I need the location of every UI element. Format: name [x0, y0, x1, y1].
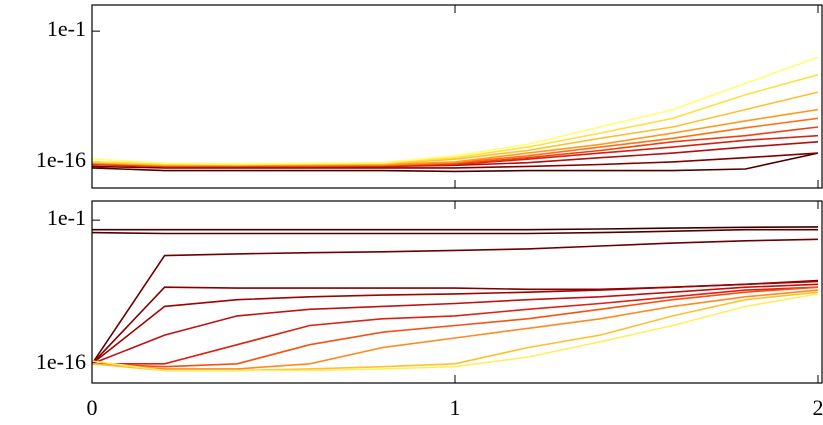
series-line: [91, 289, 819, 370]
series-line: [91, 91, 819, 166]
y-tick-label: 1e-16: [36, 147, 86, 172]
series-line: [91, 228, 818, 235]
series-line: [91, 152, 819, 169]
series-line: [91, 126, 819, 168]
plot-frame: [91, 200, 823, 384]
series-line: [91, 283, 819, 365]
series-line: [91, 286, 819, 368]
x-tick-label: 2: [813, 395, 823, 420]
series-line: [91, 293, 819, 372]
plot-frame: [91, 4, 823, 189]
y-tick-label: 1e-1: [47, 205, 86, 230]
series-line: [91, 56, 819, 165]
y-tick-label: 1e-1: [47, 16, 86, 41]
series-line: [92, 286, 819, 365]
series-line: [91, 152, 819, 173]
y-tick-label: 1e-16: [36, 349, 86, 374]
series-line: [91, 238, 819, 365]
x-tick-label: 0: [87, 395, 98, 420]
series-line: [91, 280, 819, 365]
x-tick-label: 1: [450, 395, 461, 420]
series-line: [91, 73, 819, 166]
series-line: [92, 226, 819, 231]
